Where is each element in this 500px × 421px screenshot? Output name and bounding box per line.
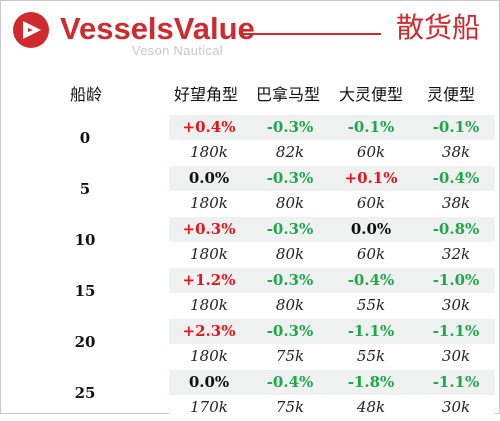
row-age-label: 5 bbox=[79, 180, 91, 198]
value-change-cell: -0.3% bbox=[266, 169, 314, 187]
value-change-cell: +1.2% bbox=[182, 271, 236, 289]
value-change-cell: -1.1% bbox=[432, 373, 480, 391]
vessel-size-cell: 170k bbox=[190, 398, 228, 416]
vessel-size-cell: 180k bbox=[190, 347, 228, 365]
row-age-label: 15 bbox=[74, 282, 96, 300]
vessel-size-cell: 60k bbox=[356, 143, 386, 161]
brand-subtitle: Veson Nautical bbox=[132, 43, 223, 58]
table-row bbox=[169, 217, 495, 268]
vessel-size-cell: 55k bbox=[356, 347, 386, 365]
value-change-cell: -0.3% bbox=[266, 322, 314, 340]
row-band-plain bbox=[169, 242, 495, 268]
row-band-shade bbox=[169, 217, 495, 242]
row-band-plain bbox=[169, 191, 495, 217]
page-title: 散货船 bbox=[396, 11, 481, 44]
table-row bbox=[169, 319, 495, 370]
vessel-size-cell: 48k bbox=[356, 398, 386, 416]
vessel-size-cell: 30k bbox=[441, 347, 471, 365]
value-change-cell: -0.1% bbox=[432, 118, 480, 136]
vessel-size-cell: 80k bbox=[275, 194, 305, 212]
column-header-2: 巴拿马型 bbox=[256, 85, 321, 104]
value-change-cell: +0.4% bbox=[182, 118, 236, 136]
vessel-size-cell: 30k bbox=[441, 296, 471, 314]
column-header-age: 船龄 bbox=[70, 85, 103, 104]
row-band-plain bbox=[169, 344, 495, 370]
value-change-cell: -0.4% bbox=[266, 373, 314, 391]
column-header-3: 大灵便型 bbox=[339, 85, 404, 104]
row-band-shade bbox=[169, 166, 495, 191]
vessel-size-cell: 80k bbox=[275, 245, 305, 263]
value-change-cell: +0.1% bbox=[344, 169, 398, 187]
row-band-shade bbox=[169, 319, 495, 344]
vessel-size-cell: 60k bbox=[356, 194, 386, 212]
row-age-label: 20 bbox=[74, 333, 96, 351]
header-rule bbox=[241, 33, 381, 35]
vessel-size-cell: 180k bbox=[190, 296, 228, 314]
vessel-size-cell: 75k bbox=[275, 347, 305, 365]
vessel-size-cell: 80k bbox=[275, 296, 305, 314]
value-change-cell: -1.8% bbox=[347, 373, 395, 391]
value-change-cell: -1.0% bbox=[432, 271, 480, 289]
table-row bbox=[169, 115, 495, 166]
vessel-size-cell: 60k bbox=[356, 245, 386, 263]
vessel-size-cell: 180k bbox=[190, 194, 228, 212]
table-row bbox=[169, 268, 495, 319]
vessel-size-cell: 82k bbox=[275, 143, 305, 161]
row-band-shade bbox=[169, 268, 495, 293]
value-change-cell: +2.3% bbox=[182, 322, 236, 340]
column-header-1: 好望角型 bbox=[174, 85, 239, 104]
value-change-cell: -0.3% bbox=[266, 118, 314, 136]
row-band-shade bbox=[169, 115, 495, 140]
value-change-cell: -0.4% bbox=[347, 271, 395, 289]
vessel-size-cell: 180k bbox=[190, 245, 228, 263]
value-change-cell: -0.8% bbox=[432, 220, 480, 238]
vessel-size-cell: 30k bbox=[441, 398, 471, 416]
row-age-label: 25 bbox=[74, 384, 96, 402]
vessel-size-cell: 32k bbox=[441, 245, 471, 263]
row-age-label: 0 bbox=[79, 129, 91, 147]
vessel-size-cell: 38k bbox=[441, 143, 471, 161]
vesselsvalue-logo-icon bbox=[13, 12, 49, 48]
value-change-cell: -1.1% bbox=[432, 322, 480, 340]
vessel-size-cell: 180k bbox=[190, 143, 228, 161]
value-change-cell: -0.3% bbox=[266, 271, 314, 289]
brand-name: VesselsValue bbox=[60, 11, 255, 46]
row-band-plain bbox=[169, 140, 495, 166]
vessel-size-cell: 55k bbox=[356, 296, 386, 314]
value-change-cell: 0.0% bbox=[188, 169, 230, 187]
row-band-plain bbox=[169, 293, 495, 319]
value-change-cell: -0.1% bbox=[347, 118, 395, 136]
vessel-size-cell: 75k bbox=[275, 398, 305, 416]
value-change-cell: -0.4% bbox=[432, 169, 480, 187]
value-change-cell: 0.0% bbox=[188, 373, 230, 391]
table-row bbox=[169, 166, 495, 217]
value-change-cell: -0.3% bbox=[266, 220, 314, 238]
vessel-size-cell: 38k bbox=[441, 194, 471, 212]
value-change-cell: 0.0% bbox=[350, 220, 392, 238]
value-change-cell: +0.3% bbox=[182, 220, 236, 238]
column-header-4: 灵便型 bbox=[427, 85, 476, 104]
value-change-cell: -1.1% bbox=[347, 322, 395, 340]
row-band-shade bbox=[169, 370, 495, 395]
row-age-label: 10 bbox=[74, 231, 96, 249]
